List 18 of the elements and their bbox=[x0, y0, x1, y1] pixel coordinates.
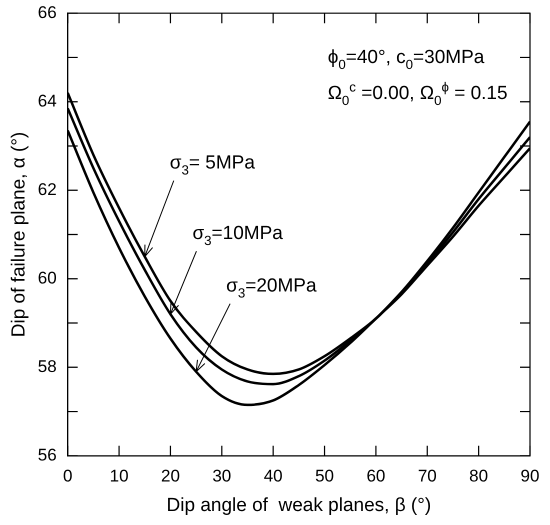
y-axis-title: Dip of failure plane, α (°) bbox=[8, 132, 30, 338]
y-tick-label: 66 bbox=[38, 2, 57, 22]
x-tick-label: 70 bbox=[418, 466, 437, 486]
y-tick-label: 58 bbox=[38, 356, 57, 376]
x-tick-label: 30 bbox=[212, 466, 232, 486]
y-tick-label: 56 bbox=[38, 445, 57, 464]
x-tick-label: 20 bbox=[160, 466, 180, 486]
x-tick-label: 0 bbox=[62, 466, 72, 486]
x-tick-label: 50 bbox=[315, 466, 334, 486]
y-tick-label: 64 bbox=[38, 91, 57, 110]
x-axis-title: Dip angle of weak planes, β (°) bbox=[166, 494, 432, 516]
y-tick-label: 62 bbox=[38, 180, 57, 199]
x-tick-label: 80 bbox=[469, 466, 488, 486]
x-tick-label: 90 bbox=[520, 466, 540, 486]
x-tick-label: 40 bbox=[264, 466, 283, 486]
x-tick-label: 60 bbox=[366, 466, 386, 486]
x-tick-label: 10 bbox=[110, 466, 129, 486]
y-tick-label: 60 bbox=[38, 268, 57, 288]
